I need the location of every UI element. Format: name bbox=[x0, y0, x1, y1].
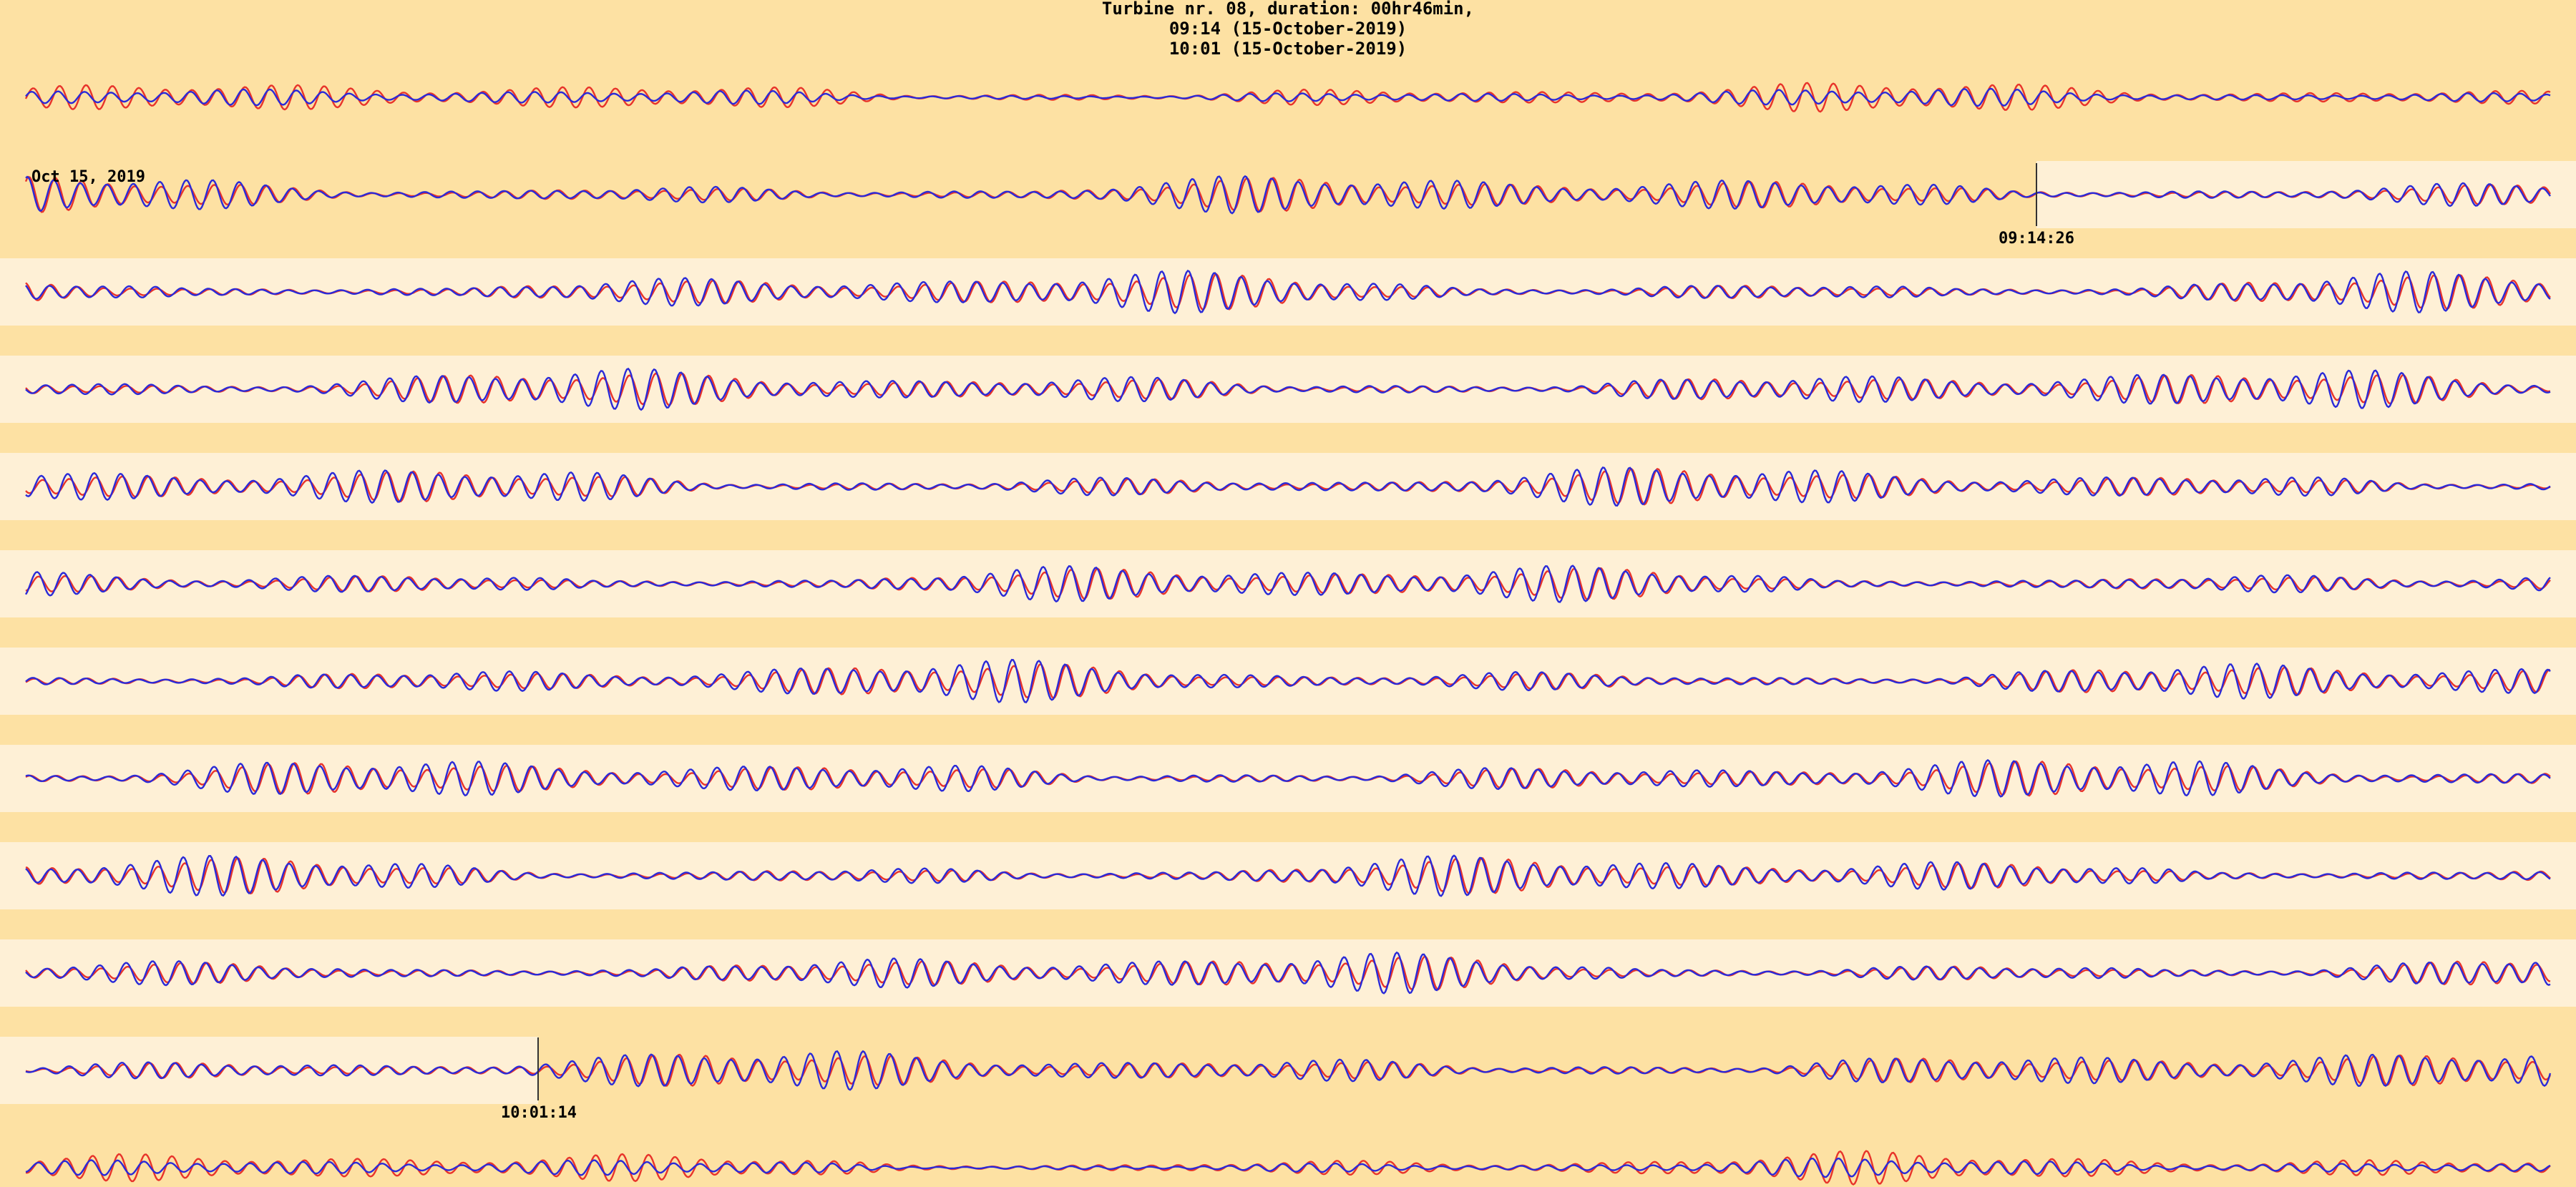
waveform-row-2 bbox=[25, 269, 2551, 315]
red-trace-row-8 bbox=[25, 856, 2551, 895]
blue-trace-row-11 bbox=[25, 1157, 2551, 1178]
waveform-row-7 bbox=[25, 758, 2551, 798]
row-band-10 bbox=[0, 1037, 538, 1104]
end-time-label: 10:01:14 bbox=[501, 1104, 577, 1122]
blue-trace-row-7 bbox=[25, 758, 2551, 798]
waveform-row-1 bbox=[24, 175, 2552, 215]
red-trace-row-11 bbox=[25, 1150, 2551, 1186]
waveform-row-9 bbox=[25, 951, 2551, 995]
waveform-row-11 bbox=[25, 1150, 2551, 1186]
row-band-3 bbox=[0, 356, 2576, 423]
red-trace-row-1 bbox=[24, 175, 2552, 213]
blue-trace-row-2 bbox=[25, 269, 2551, 315]
red-trace-row-2 bbox=[25, 273, 2551, 311]
waveform-row-0 bbox=[24, 82, 2551, 113]
waveform-row-4 bbox=[25, 467, 2551, 507]
waveform-row-8 bbox=[25, 854, 2551, 897]
date-label: Oct 15, 2019 bbox=[31, 168, 145, 186]
start-time-label: 09:14:26 bbox=[1999, 230, 2074, 248]
blue-trace-row-9 bbox=[25, 951, 2551, 995]
row-band-7 bbox=[0, 745, 2576, 812]
blue-trace-row-3 bbox=[25, 367, 2551, 411]
waveform-row-5 bbox=[24, 565, 2551, 603]
blue-trace-row-10 bbox=[25, 1050, 2552, 1091]
chart-title-line-1: Turbine nr. 08, duration: 00hr46min, bbox=[1101, 0, 1475, 19]
waveform-row-10 bbox=[25, 1050, 2552, 1091]
row-band-4 bbox=[0, 453, 2576, 520]
waveform-row-6 bbox=[25, 658, 2551, 703]
blue-trace-row-8 bbox=[25, 854, 2551, 897]
blue-trace-row-4 bbox=[25, 467, 2551, 507]
chart-title-line-2: 09:14 (15-October-2019) bbox=[1169, 19, 1407, 39]
blue-trace-row-5 bbox=[24, 565, 2551, 603]
blue-trace-row-6 bbox=[25, 658, 2551, 703]
chart-title-line-3: 10:01 (15-October-2019) bbox=[1169, 39, 1407, 59]
row-band-6 bbox=[0, 648, 2576, 715]
blue-trace-row-1 bbox=[25, 175, 2551, 215]
waveform-row-3 bbox=[25, 367, 2551, 411]
red-trace-row-10 bbox=[25, 1053, 2552, 1087]
red-trace-row-0 bbox=[24, 82, 2551, 113]
row-band-1 bbox=[2036, 161, 2576, 228]
blue-trace-row-0 bbox=[25, 87, 2551, 107]
